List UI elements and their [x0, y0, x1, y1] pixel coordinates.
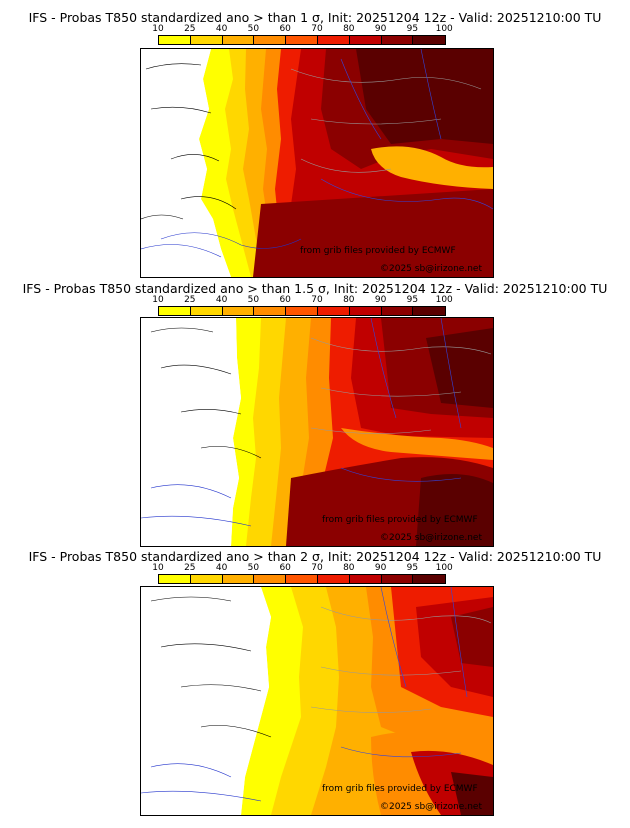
colorbar-tick-label: 70: [311, 563, 323, 573]
colorbar-tick-label: 50: [247, 563, 260, 573]
colorbar-tick-label: 60: [279, 24, 291, 34]
colorbar-tick-label: 50: [247, 295, 260, 305]
colorbar-tick-label: 100: [435, 295, 453, 305]
colorbar-swatch: [159, 575, 191, 583]
colorbar-swatch: [381, 36, 414, 44]
colorbar-swatch: [413, 307, 446, 315]
colorbar-swatch: [286, 36, 318, 44]
colorbar-swatch: [222, 36, 255, 44]
colorbar-labels: 10 25 40 50 60 70 80 90 95 100: [152, 563, 476, 575]
colorbar-swatches: [158, 306, 447, 316]
colorbar-tick-label: 10: [152, 24, 164, 34]
colorbar-swatch: [222, 575, 255, 583]
probability-map: [140, 48, 494, 278]
colorbar-swatch: [190, 575, 223, 583]
colorbar-tick-label: 40: [215, 563, 228, 573]
credit-source: from grib files provided by ECMWF: [322, 784, 478, 794]
panel-title: IFS - Probas T850 standardized ano > tha…: [28, 549, 602, 564]
colorbar-swatch: [349, 307, 382, 315]
credit-copyright: ©2025 sb@irizone.net: [380, 533, 482, 543]
colorbar-swatch: [286, 307, 318, 315]
colorbar-tick-label: 25: [184, 295, 196, 305]
map-panel-2: IFS - Probas T850 standardized ano > tha…: [0, 281, 630, 549]
colorbar-tick-label: 40: [215, 295, 228, 305]
colorbar-tick-label: 60: [279, 295, 291, 305]
colorbar-tick-label: 95: [406, 24, 419, 34]
credit-source: from grib files provided by ECMWF: [300, 246, 456, 256]
colorbar-tick-label: 25: [184, 563, 196, 573]
colorbar-swatch: [254, 36, 287, 44]
colorbar-labels: 10 25 40 50 60 70 80 90 95 100: [152, 24, 476, 36]
colorbar-swatches: [158, 35, 447, 45]
colorbar-tick-label: 70: [311, 24, 323, 34]
colorbar-swatch: [254, 575, 287, 583]
probability-map: [140, 586, 494, 816]
probability-map: [140, 317, 494, 547]
colorbar-tick-label: 10: [152, 295, 164, 305]
colorbar-tick-label: 60: [279, 563, 291, 573]
colorbar-swatch: [190, 307, 223, 315]
colorbar-swatch: [381, 575, 414, 583]
colorbar-tick-label: 10: [152, 563, 164, 573]
colorbar-swatch: [317, 575, 350, 583]
colorbar-tick-label: 50: [247, 24, 260, 34]
colorbar-tick-label: 95: [406, 563, 419, 573]
credit-copyright: ©2025 sb@irizone.net: [380, 802, 482, 812]
panel-title: IFS - Probas T850 standardized ano > tha…: [28, 10, 602, 25]
colorbar-tick-label: 100: [435, 563, 453, 573]
colorbar-tick-label: 40: [215, 24, 228, 34]
colorbar-swatch: [317, 36, 350, 44]
map-panel-3: IFS - Probas T850 standardized ano > tha…: [0, 549, 630, 819]
colorbar-swatch: [381, 307, 414, 315]
colorbar-swatch: [222, 307, 255, 315]
colorbar-tick-label: 25: [184, 24, 196, 34]
colorbar-tick-label: 80: [343, 24, 355, 34]
map-panel-1: IFS - Probas T850 standardized ano > tha…: [0, 10, 630, 278]
panel-title: IFS - Probas T850 standardized ano > tha…: [22, 281, 608, 296]
colorbar-swatch: [413, 36, 446, 44]
credit-source: from grib files provided by ECMWF: [322, 515, 478, 525]
colorbar-swatch: [413, 575, 446, 583]
colorbar-labels: 10 25 40 50 60 70 80 90 95 100: [152, 295, 476, 307]
colorbar-tick-label: 80: [343, 295, 355, 305]
colorbar-swatch: [159, 307, 191, 315]
colorbar-tick-label: 80: [343, 563, 355, 573]
colorbar-swatch: [349, 575, 382, 583]
colorbar-tick-label: 70: [311, 295, 323, 305]
colorbar-tick-label: 95: [406, 295, 419, 305]
colorbar-swatch: [286, 575, 318, 583]
colorbar-swatch: [349, 36, 382, 44]
colorbar-swatch: [254, 307, 287, 315]
colorbar-swatch: [159, 36, 191, 44]
colorbar-swatches: [158, 574, 447, 584]
colorbar-swatch: [317, 307, 350, 315]
credit-copyright: ©2025 sb@irizone.net: [380, 264, 482, 274]
colorbar-swatch: [190, 36, 223, 44]
colorbar-tick-label: 90: [374, 563, 387, 573]
colorbar-tick-label: 90: [374, 24, 387, 34]
colorbar-tick-label: 90: [374, 295, 387, 305]
colorbar-tick-label: 100: [435, 24, 453, 34]
